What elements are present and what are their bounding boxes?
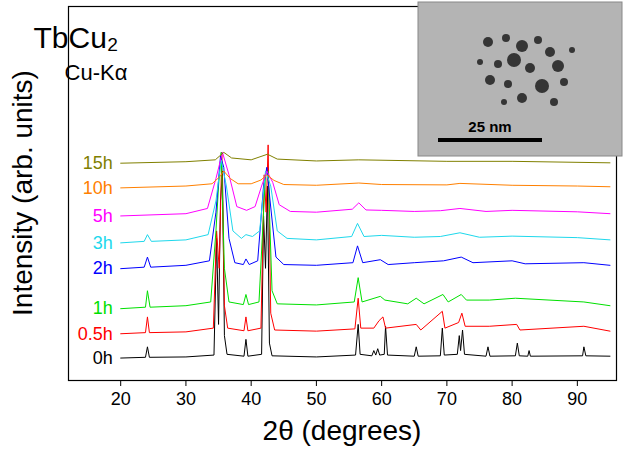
svg-text:0.5h: 0.5h [78,324,113,344]
svg-text:2h: 2h [93,258,113,278]
svg-text:10h: 10h [83,178,113,198]
svg-text:30: 30 [176,389,196,409]
svg-text:1h: 1h [93,298,113,318]
svg-text:Intensity (arb. units): Intensity (arb. units) [7,70,38,316]
svg-text:20: 20 [111,389,131,409]
svg-text:50: 50 [306,389,326,409]
svg-text:15h: 15h [83,153,113,173]
svg-text:5h: 5h [93,206,113,226]
svg-text:Cu-Kα: Cu-Kα [65,60,128,85]
svg-text:90: 90 [567,389,587,409]
svg-text:TbCu₂: TbCu₂ [33,21,118,54]
svg-text:60: 60 [372,389,392,409]
svg-text:25 nm: 25 nm [468,118,511,135]
svg-text:3h: 3h [93,233,113,253]
svg-text:2θ (degrees): 2θ (degrees) [263,415,422,446]
svg-text:40: 40 [241,389,261,409]
svg-text:0h: 0h [93,348,113,368]
svg-text:70: 70 [437,389,457,409]
svg-text:80: 80 [502,389,522,409]
